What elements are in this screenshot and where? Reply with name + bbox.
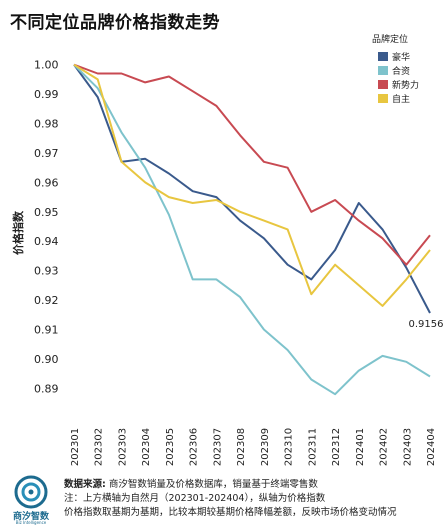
x-tick-label: 202305 bbox=[165, 428, 176, 466]
legend-label: 新势力 bbox=[392, 79, 419, 91]
x-tick-label: 202301 bbox=[70, 428, 81, 466]
y-tick-label: 0.97 bbox=[34, 147, 59, 160]
logo-text: 商汐智数 bbox=[12, 512, 49, 522]
legend-label: 自主 bbox=[392, 93, 410, 105]
legend-swatch bbox=[378, 94, 388, 103]
y-tick-label: 0.95 bbox=[34, 206, 59, 219]
y-tick-label: 0.90 bbox=[34, 353, 59, 366]
y-tick-label: 0.91 bbox=[34, 323, 59, 336]
chart-title: 不同定位品牌价格指数走势 bbox=[10, 13, 220, 33]
note-line-2: 价格指数取基期为基期，比较本期较基期价格降幅差额，反映市场价格变动情况 bbox=[64, 507, 397, 518]
legend-swatch bbox=[378, 66, 388, 75]
y-tick-label: 0.92 bbox=[34, 294, 59, 307]
x-tick-label: 202304 bbox=[141, 428, 152, 466]
x-tick-label: 202303 bbox=[117, 428, 128, 466]
x-tick-label: 202306 bbox=[189, 428, 200, 466]
x-tick-label: 202404 bbox=[426, 428, 437, 466]
x-tick-label: 202310 bbox=[284, 428, 295, 466]
y-tick-label: 0.99 bbox=[34, 88, 59, 101]
brand-logo-icon bbox=[14, 475, 48, 509]
data-label: 0.9156 bbox=[409, 319, 444, 330]
logo-subtext: Biz Intelligence bbox=[15, 520, 47, 525]
series-line-新势力 bbox=[73, 63, 431, 266]
x-tick-label: 202401 bbox=[355, 428, 366, 466]
y-tick-label: 0.93 bbox=[34, 265, 59, 278]
y-tick-label: 1.00 bbox=[34, 59, 59, 72]
source-note: 数据来源: 商汐智数销量及价格数据库，销量基于终端零售数 注：上方横轴为自然月（… bbox=[64, 478, 397, 520]
legend-swatch bbox=[378, 52, 388, 61]
series-line-豪华 bbox=[73, 64, 431, 314]
x-tick-label: 202311 bbox=[307, 428, 318, 466]
legend-swatch bbox=[378, 80, 388, 89]
y-tick-label: 0.98 bbox=[34, 118, 59, 131]
y-tick-label: 0.94 bbox=[34, 235, 59, 248]
series-line-自主 bbox=[73, 63, 431, 307]
footer: 商汐智数 Biz Intelligence 数据来源: 商汐智数销量及价格数据库… bbox=[0, 468, 448, 527]
y-tick-label: 0.89 bbox=[34, 382, 59, 395]
source-label: 数据来源: bbox=[64, 479, 106, 490]
x-tick-label: 202402 bbox=[379, 428, 390, 466]
line-chart: 1.00 0.99 0.98 0.97 0.96 0.95 0.94 0.93 0.92 0.91… bbox=[0, 28, 448, 466]
x-tick-label: 202312 bbox=[331, 428, 342, 466]
legend-label: 合资 bbox=[392, 65, 410, 77]
x-tick-label: 202308 bbox=[236, 428, 247, 466]
note-line-1: 注：上方横轴为自然月（202301-202404），纵轴为价格指数 bbox=[64, 493, 326, 504]
y-axis-label: 价格指数 bbox=[11, 210, 25, 255]
source-text: 商汐智数销量及价格数据库，销量基于终端零售数 bbox=[108, 479, 318, 490]
legend-title: 品牌定位 bbox=[372, 33, 408, 45]
series-line-合资 bbox=[73, 63, 431, 396]
y-tick-label: 0.96 bbox=[34, 176, 59, 189]
x-tick-label: 202403 bbox=[402, 428, 413, 466]
legend-label: 豪华 bbox=[392, 51, 410, 63]
x-tick-label: 202302 bbox=[94, 428, 105, 466]
chart-svg: 1.00 0.99 0.98 0.97 0.96 0.95 0.94 0.93 0.92 0.91… bbox=[11, 33, 444, 466]
x-tick-label: 202307 bbox=[212, 428, 223, 466]
x-tick-label: 202309 bbox=[260, 428, 271, 466]
